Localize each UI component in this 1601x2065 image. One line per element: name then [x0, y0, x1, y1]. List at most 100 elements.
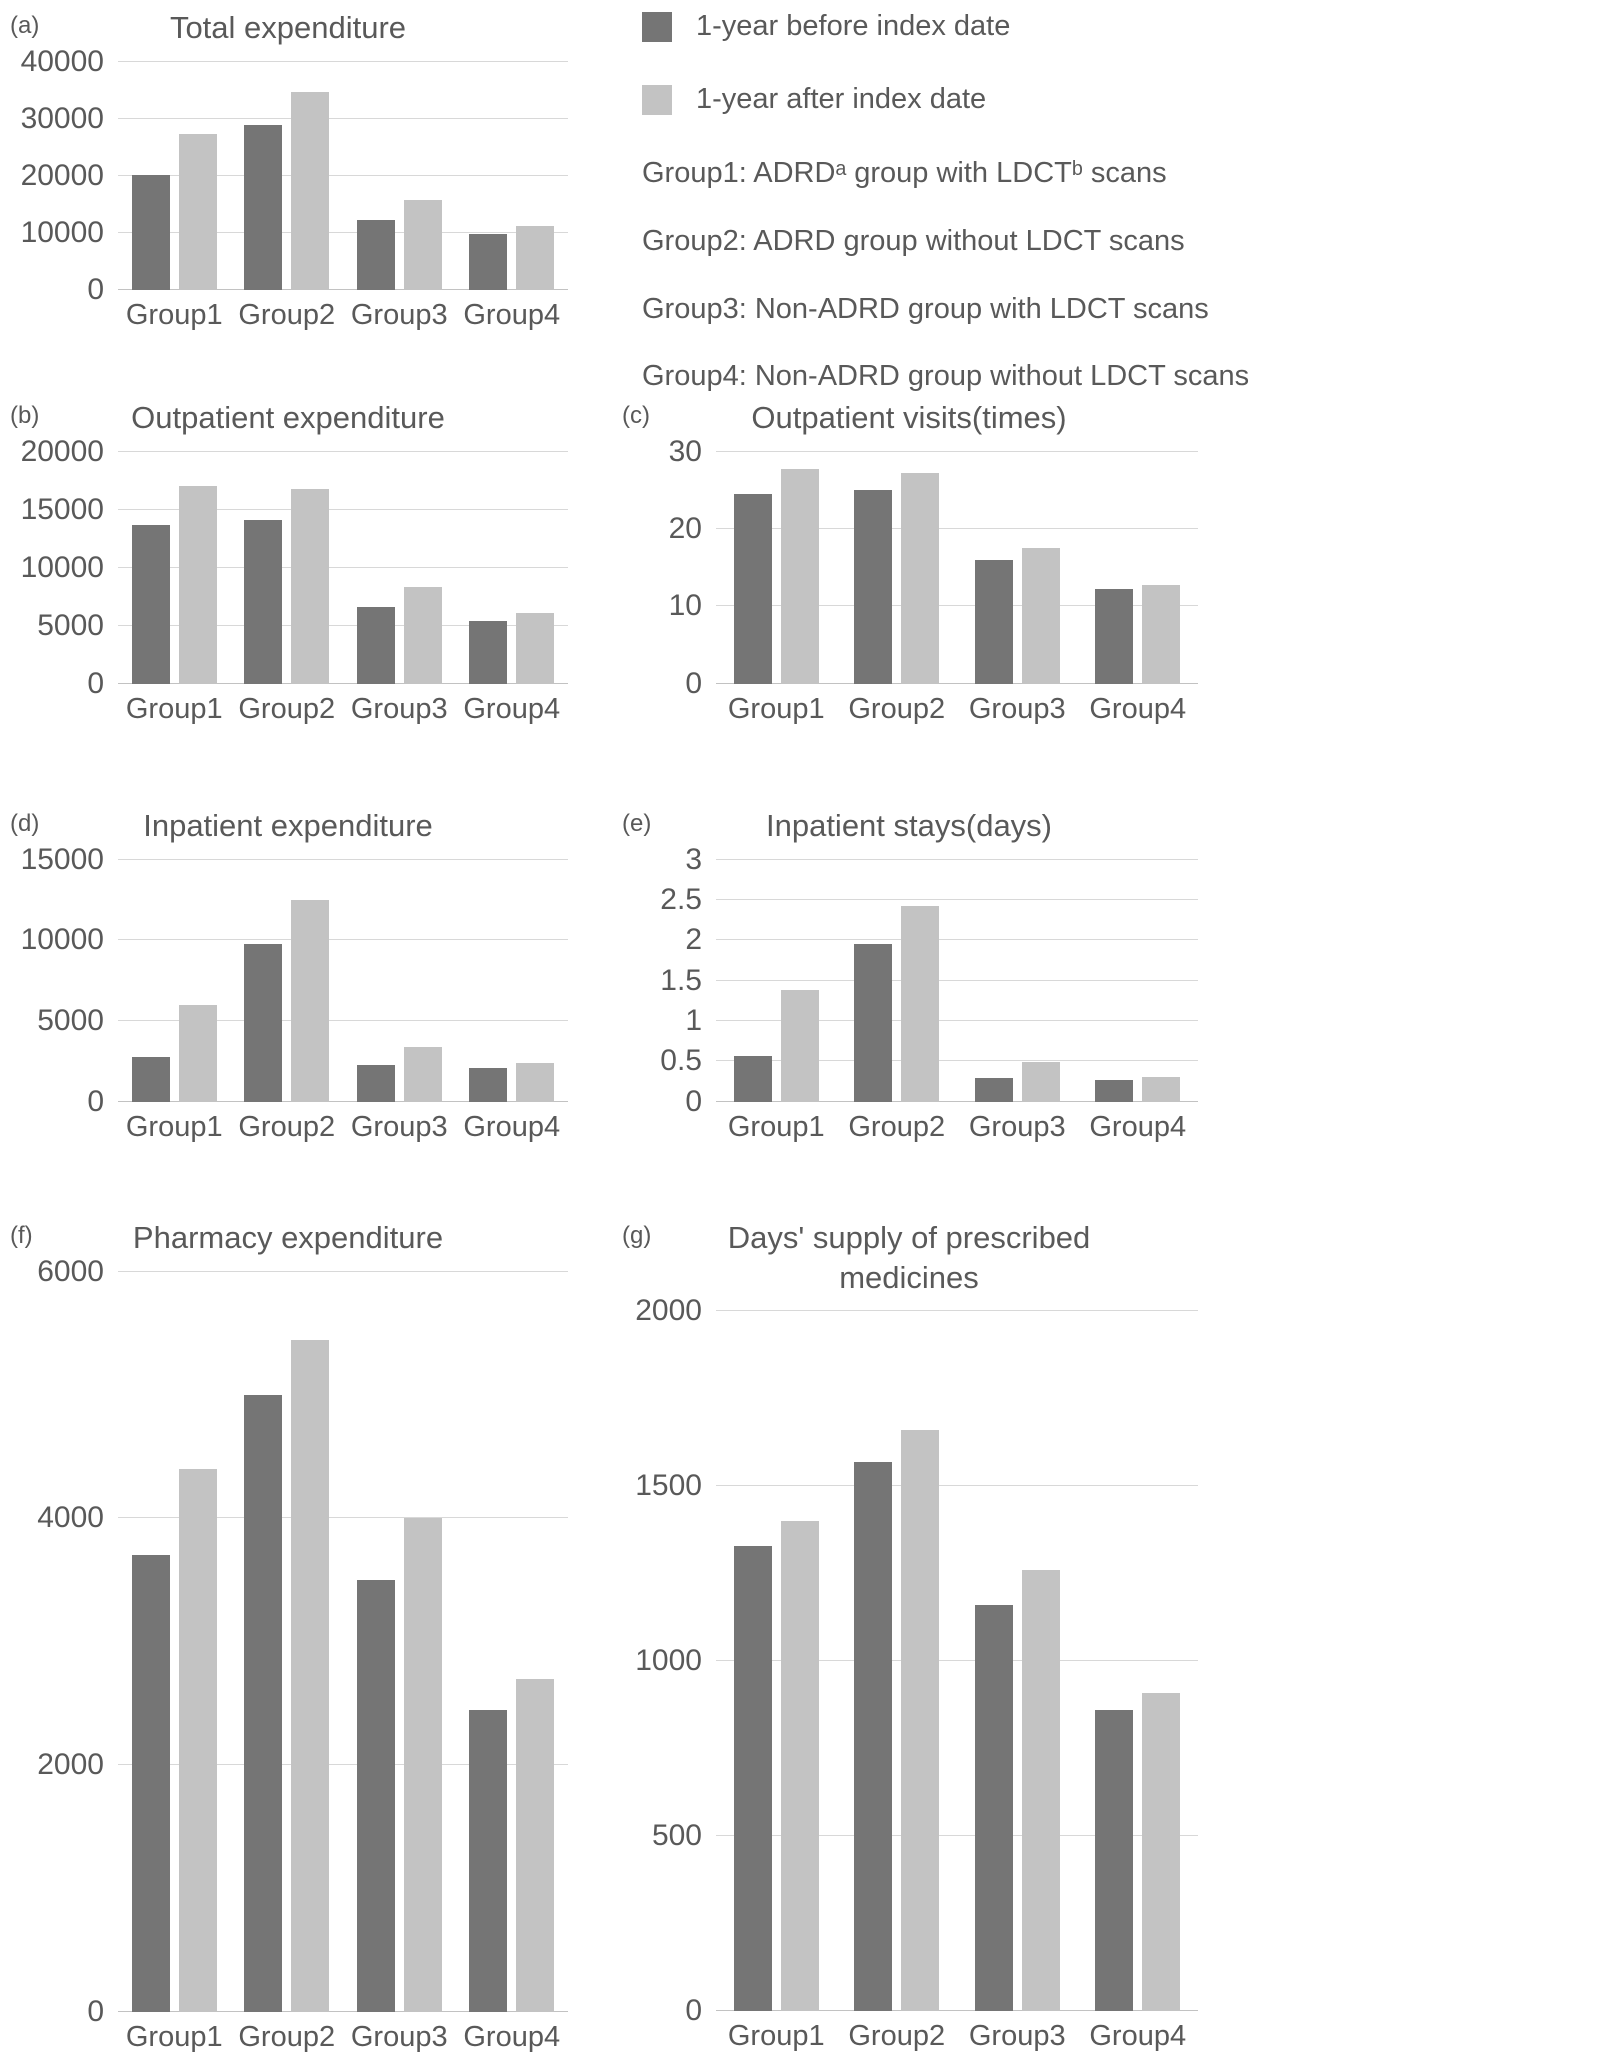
y-tick-label: 1.5	[660, 963, 702, 997]
x-axis-label: Group4	[463, 692, 561, 725]
y-tick-label: 20000	[20, 434, 104, 468]
bar-before-group2	[244, 520, 283, 684]
bar-group-group2	[837, 860, 958, 1102]
bar-group-group3	[957, 452, 1078, 684]
bar-group-group1	[716, 452, 837, 684]
x-axis: Group1 Group2 Group3 Group4	[118, 290, 568, 335]
gridline	[118, 174, 568, 176]
gridline	[118, 508, 568, 510]
gridline	[716, 605, 1198, 607]
bar-before-group1	[131, 1056, 170, 1102]
x-axis: Group1 Group2 Group3 Group4	[716, 2011, 1198, 2056]
bar-after-group2	[901, 472, 940, 684]
gridline	[716, 1020, 1198, 1022]
chart-title: Pharmacy expenditure	[132, 1220, 444, 1255]
x-axis-line	[118, 288, 568, 290]
y-tick-label: 10000	[20, 215, 104, 249]
gridline	[118, 1517, 568, 1519]
x-axis-line	[118, 1100, 568, 1102]
y-tick-label: 30	[668, 434, 702, 468]
bar-after-group4	[516, 612, 555, 684]
x-axis-label: Group4	[1089, 1110, 1187, 1143]
chart-outpatient-expenditure: Outpatient expenditure 0 5000 10000 15000 20…	[8, 398, 568, 729]
y-tick-label: 10000	[20, 923, 104, 957]
bar-after-group1	[178, 1469, 217, 2012]
bar-after-group4	[1142, 1692, 1181, 2012]
legend-note-group1: Group1: ADRDᵃ group with LDCTᵇ scans	[642, 157, 1167, 189]
panel-tag-f: (f)	[10, 1222, 33, 1249]
chart-pharmacy-expenditure: Pharmacy expenditure 0 2000 4000 6000 Group…	[8, 1218, 568, 2057]
y-tick-label: 2	[685, 923, 702, 957]
gridline	[716, 979, 1198, 981]
x-axis: Group1 Group2 Group3 Group4	[716, 1102, 1198, 1147]
x-axis-label: Group1	[125, 1110, 223, 1143]
bar-group-group2	[837, 452, 958, 684]
y-axis: 0 10 20 30	[620, 435, 716, 700]
bar-before-group1	[733, 494, 772, 684]
bar-group-group3	[343, 1272, 456, 2012]
bar-group-group4	[456, 860, 569, 1102]
x-axis-label: Group2	[848, 1110, 946, 1143]
gridline	[118, 1270, 568, 1272]
y-axis: 0 2000 4000 6000	[8, 1255, 118, 2028]
y-tick-label: 10	[668, 589, 702, 623]
y-tick-label: 5000	[37, 608, 104, 642]
chart-inpatient-stays: Inpatient stays(days) 0 0.5 1 1.5 2 2.5 3 Grou…	[620, 806, 1198, 1147]
chart-inpatient-expenditure: Inpatient expenditure 0 5000 10000 15000 Gr…	[8, 806, 568, 1147]
bar-group-group4	[1078, 1311, 1199, 2012]
legend-note-group2: Group2: ADRD group without LDCT scans	[642, 224, 1185, 257]
bar-after-group1	[178, 134, 217, 290]
x-axis-label: Group3	[350, 1110, 448, 1143]
y-tick-label: 15000	[20, 842, 104, 876]
bar-after-group4	[516, 1062, 555, 1102]
plot-area	[716, 1310, 1199, 2012]
y-tick-label: 2.5	[660, 883, 702, 917]
x-axis-label: Group3	[350, 692, 448, 725]
legend-note-group4: Group4: Non-ADRD group without LDCT scan…	[642, 360, 1250, 393]
bar-after-group1	[178, 486, 217, 684]
x-axis-label: Group3	[350, 2020, 448, 2053]
bar-group-group3	[343, 452, 456, 684]
y-tick-label: 0	[685, 666, 702, 700]
bar-group-group1	[118, 1272, 231, 2012]
bar-group-group4	[456, 1272, 569, 2012]
y-tick-label: 4000	[37, 1501, 104, 1535]
x-axis-line	[118, 2010, 568, 2012]
plot-area	[716, 858, 1198, 1102]
y-tick-label: 1000	[635, 1644, 702, 1678]
bar-after-group1	[780, 468, 819, 684]
panel-tag-d: (d)	[10, 810, 40, 837]
panel-d: (d) Inpatient expenditure 0 5000 10000 1500…	[0, 798, 612, 1210]
y-axis: 0 5000 10000 15000	[8, 843, 118, 1118]
y-tick-label: 2000	[37, 1748, 104, 1782]
x-axis: Group1 Group2 Group3 Group4	[118, 1102, 568, 1147]
y-tick-label: 40000	[20, 44, 104, 78]
bar-after-group2	[291, 488, 330, 684]
y-tick-label: 0	[87, 272, 104, 306]
gridline	[716, 528, 1198, 530]
bar-group-group4	[456, 62, 569, 290]
bar-before-group3	[356, 1064, 395, 1102]
legend-label-after: 1-year after index date	[696, 83, 987, 115]
x-axis-label: Group4	[1089, 692, 1187, 725]
chart-total-expenditure: Total expenditure 0 10000 20000 30000 40000 …	[8, 8, 568, 335]
bar-before-group1	[131, 175, 170, 290]
x-axis-label: Group1	[727, 1110, 825, 1143]
legend-item-after: 1-year after index date	[642, 83, 1601, 116]
y-tick-label: 0	[87, 1994, 104, 2028]
chart-days-supply: Days' supply of prescribed medicines 0 50…	[620, 1218, 1198, 2056]
bar-before-group3	[974, 559, 1013, 684]
bar-before-group2	[854, 490, 893, 684]
panel-a: (a) Total expenditure 0 10000 20000 30000 40…	[0, 0, 612, 390]
bar-after-group4	[516, 226, 555, 290]
x-axis-label: Group4	[1089, 2020, 1187, 2053]
gridline	[716, 1310, 1198, 1312]
legend-item-before: 1-year before index date	[642, 10, 1601, 43]
bar-before-group2	[244, 124, 283, 290]
panel-tag-e: (e)	[622, 810, 652, 837]
gridline	[716, 939, 1198, 941]
bar-group-group2	[231, 62, 344, 290]
gridline	[118, 939, 568, 941]
bar-before-group4	[1095, 1710, 1134, 2012]
gridline	[716, 899, 1198, 901]
